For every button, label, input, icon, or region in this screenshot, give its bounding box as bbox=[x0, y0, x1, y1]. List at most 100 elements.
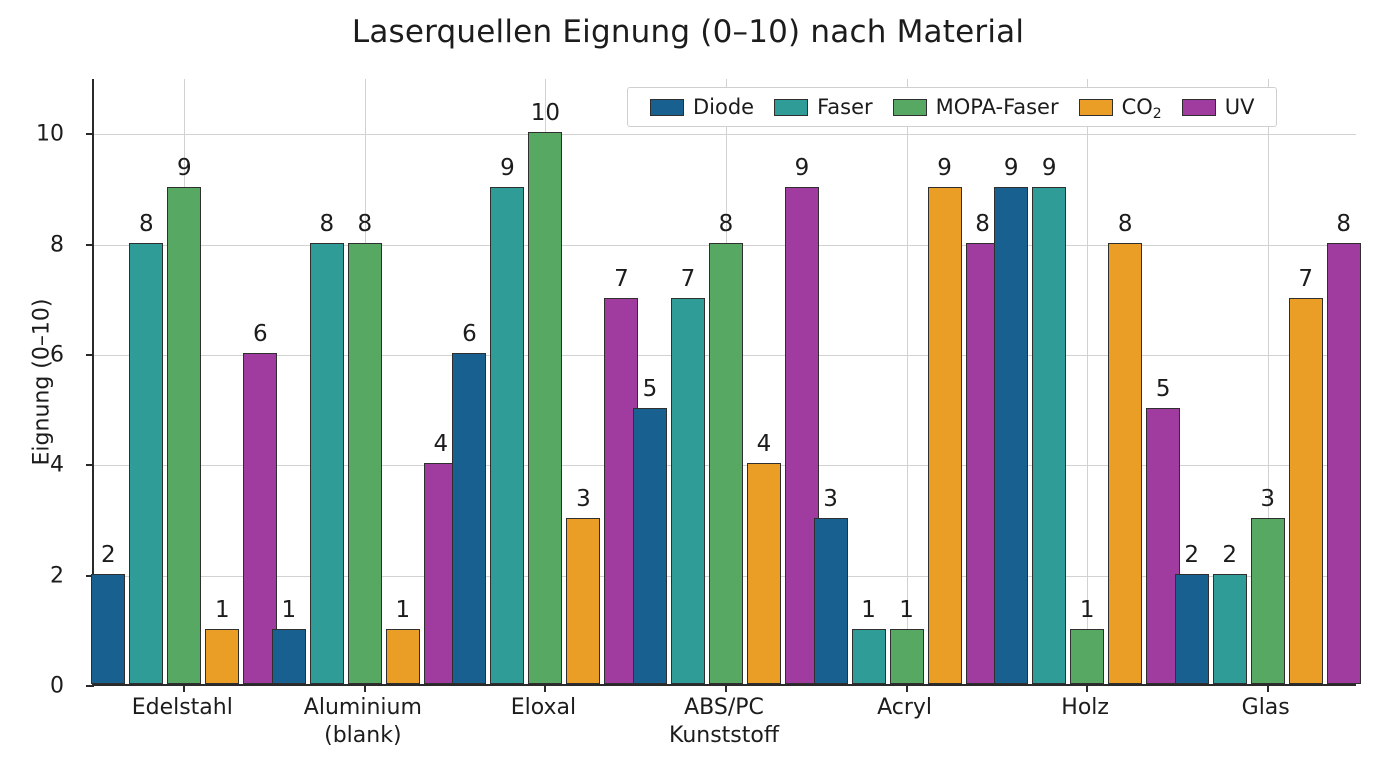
y-axis-tick-mark bbox=[86, 353, 94, 356]
bar[interactable] bbox=[309, 242, 344, 684]
bar-value-label: 8 bbox=[1117, 210, 1133, 237]
legend-swatch bbox=[1078, 98, 1113, 116]
bar-value-label: 8 bbox=[138, 210, 154, 237]
x-axis-tick-mark bbox=[905, 684, 908, 692]
bar-value-label: 5 bbox=[642, 376, 658, 403]
bar[interactable] bbox=[851, 628, 886, 684]
bar-value-label: 7 bbox=[680, 265, 696, 292]
x-axis-tick-mark bbox=[183, 684, 186, 692]
bar[interactable] bbox=[129, 242, 164, 684]
bar-value-label: 9 bbox=[937, 155, 952, 182]
bar-value-label: 6 bbox=[252, 320, 268, 347]
grid-line-vertical bbox=[1087, 79, 1089, 684]
y-axis-tick-label: 6 bbox=[50, 342, 64, 368]
x-axis-tick-label: ABS/PC Kunststoff bbox=[668, 695, 780, 749]
bar-value-label: 9 bbox=[1041, 155, 1057, 182]
bar-value-label: 2 bbox=[100, 541, 116, 568]
bar[interactable] bbox=[994, 187, 1029, 684]
legend-item[interactable]: MOPA-Faser bbox=[883, 95, 1069, 119]
bar-value-label: 8 bbox=[1336, 210, 1352, 237]
grid-line-vertical bbox=[1267, 79, 1269, 684]
bar[interactable] bbox=[1288, 297, 1323, 684]
bar-value-label: 6 bbox=[462, 320, 477, 347]
y-axis-tick-mark bbox=[86, 133, 94, 136]
plot-area: 0 2 4 6 8 10 2 8 9 1 6 1 8 8 1 4 6 9 10 3 7 5 7 8 4 9 3 1 1 9 8 9 9 1 8 5 2… bbox=[30, 79, 1361, 699]
x-axis-tick-label: Eloxal bbox=[510, 695, 577, 720]
y-axis-tick-mark bbox=[86, 574, 94, 577]
y-axis-tick-label: 8 bbox=[50, 232, 64, 258]
bar-value-label: 9 bbox=[794, 155, 810, 182]
bar[interactable] bbox=[566, 518, 601, 684]
bar[interactable] bbox=[889, 628, 924, 684]
bar-value-label: 3 bbox=[1260, 486, 1276, 513]
bar[interactable] bbox=[965, 242, 1000, 684]
legend-item[interactable]: CO2 bbox=[1069, 95, 1172, 122]
bar-value-label: 7 bbox=[1298, 265, 1314, 292]
bar[interactable] bbox=[813, 518, 848, 684]
x-axis-tick-label: Glas bbox=[1241, 695, 1290, 720]
x-axis-tick-mark bbox=[725, 684, 727, 692]
bar[interactable] bbox=[91, 573, 126, 684]
x-axis-tick-mark bbox=[1086, 684, 1089, 692]
legend-swatch bbox=[774, 98, 809, 116]
bar[interactable] bbox=[671, 297, 705, 684]
bar[interactable] bbox=[785, 187, 819, 684]
bar[interactable] bbox=[423, 463, 458, 684]
y-axis-tick-label: 10 bbox=[36, 121, 64, 147]
y-axis-tick-label: 2 bbox=[50, 563, 64, 589]
bar[interactable] bbox=[633, 408, 667, 684]
grid-line-vertical bbox=[906, 79, 908, 684]
bar-value-label: 10 bbox=[530, 100, 561, 127]
bar-value-label: 2 bbox=[1184, 541, 1200, 568]
bar-value-label: 9 bbox=[1003, 155, 1019, 182]
bar[interactable] bbox=[347, 242, 382, 684]
bar[interactable] bbox=[528, 132, 563, 684]
bar[interactable] bbox=[1326, 242, 1361, 684]
legend-item[interactable]: UV bbox=[1172, 95, 1265, 119]
legend-item[interactable]: Diode bbox=[640, 95, 764, 119]
legend-label: Faser bbox=[817, 95, 873, 119]
bar-value-label: 9 bbox=[176, 155, 192, 182]
legend-label: CO2 bbox=[1121, 95, 1162, 122]
bar-value-label: 1 bbox=[395, 596, 411, 623]
x-axis-tick-label: Holz bbox=[1061, 695, 1109, 720]
bar-value-label: 2 bbox=[1222, 541, 1238, 568]
bar[interactable] bbox=[385, 628, 420, 684]
bar[interactable] bbox=[167, 187, 202, 684]
x-axis-tick-label: Edelstahl bbox=[131, 695, 233, 720]
chart-title: Laserquellen Eignung (0–10) nach Materia… bbox=[351, 14, 1025, 50]
bar[interactable] bbox=[709, 242, 743, 684]
bar-value-label: 3 bbox=[576, 486, 591, 513]
bar-value-label: 1 bbox=[214, 596, 230, 623]
bar[interactable] bbox=[243, 352, 278, 684]
bar-value-label: 1 bbox=[899, 596, 914, 623]
y-axis-tick-label: 4 bbox=[50, 452, 64, 478]
legend-swatch bbox=[892, 98, 927, 116]
bar[interactable] bbox=[747, 463, 781, 684]
bar-value-label: 8 bbox=[975, 210, 990, 237]
x-axis-tick-label: Acryl bbox=[877, 695, 933, 720]
bar[interactable] bbox=[1250, 518, 1285, 684]
bar[interactable] bbox=[271, 628, 306, 684]
bar[interactable] bbox=[1070, 628, 1105, 684]
bar-value-label: 8 bbox=[319, 210, 335, 237]
bar[interactable] bbox=[1212, 573, 1247, 684]
legend-item[interactable]: Faser bbox=[764, 95, 883, 119]
bar-value-label: 3 bbox=[823, 486, 838, 513]
bar[interactable] bbox=[490, 187, 525, 684]
bar-value-label: 4 bbox=[756, 431, 772, 458]
bar-value-label: 1 bbox=[861, 596, 876, 623]
bar[interactable] bbox=[927, 187, 962, 684]
bar[interactable] bbox=[452, 352, 487, 684]
y-axis-tick-mark bbox=[86, 685, 94, 687]
grid-line-horizontal bbox=[94, 134, 1356, 136]
bar[interactable] bbox=[1174, 573, 1209, 684]
bar[interactable] bbox=[1108, 242, 1143, 684]
y-axis-tick-label: 0 bbox=[50, 673, 64, 699]
bar-value-label: 1 bbox=[1079, 596, 1095, 623]
bar[interactable] bbox=[205, 628, 240, 684]
bar[interactable] bbox=[1032, 187, 1067, 684]
legend: Diode Faser MOPA-Faser CO2 UV bbox=[627, 87, 1278, 127]
x-axis-tick-mark bbox=[363, 684, 366, 692]
bar[interactable] bbox=[1146, 408, 1181, 684]
